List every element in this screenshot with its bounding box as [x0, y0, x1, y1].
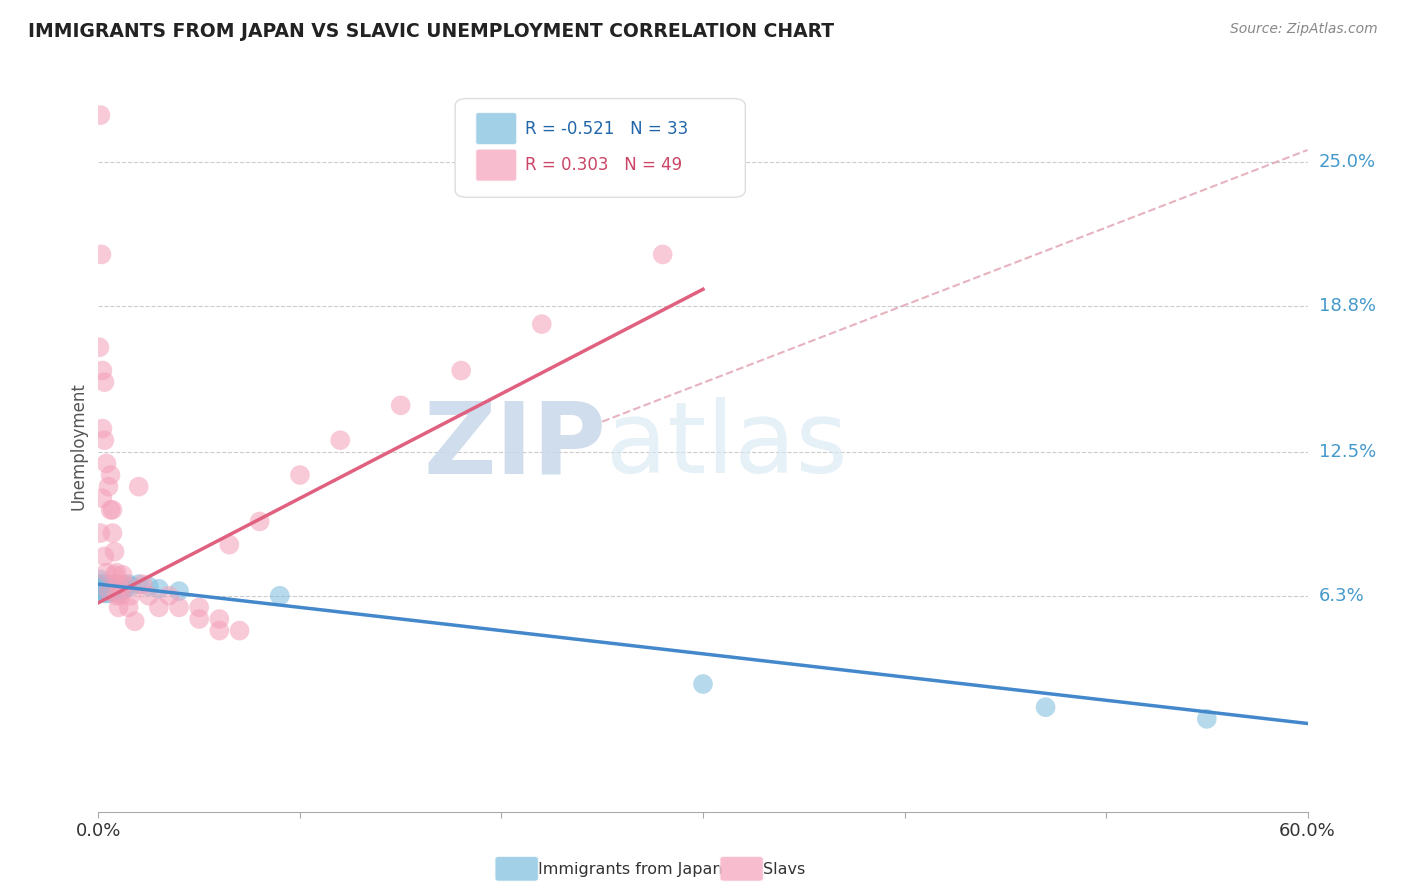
Point [124, 615, 146, 629]
Point [107, 577, 129, 591]
Text: 25.0%: 25.0% [1319, 153, 1376, 170]
Point [651, 247, 673, 261]
Y-axis label: Unemployment: Unemployment [69, 382, 87, 510]
Point [97, 480, 120, 494]
Point [105, 584, 128, 599]
Point [105, 566, 128, 580]
Point [110, 584, 132, 599]
Text: Source: ZipAtlas.com: Source: ZipAtlas.com [1230, 22, 1378, 37]
Point [111, 567, 134, 582]
Point [118, 600, 141, 615]
Point [91, 584, 114, 599]
Point [97, 579, 120, 593]
Point [218, 538, 240, 552]
Point [93, 579, 115, 593]
Point [100, 503, 122, 517]
Point [128, 480, 150, 494]
Point [89, 584, 111, 599]
Point [249, 515, 271, 529]
Point [101, 503, 124, 517]
Point [157, 589, 180, 603]
Point [97, 584, 120, 599]
Point [148, 600, 170, 615]
Point [107, 586, 129, 600]
Point [105, 589, 128, 603]
Point [89, 526, 111, 541]
Point [96, 566, 118, 580]
Point [96, 584, 118, 599]
Point [1195, 712, 1218, 726]
Point [208, 612, 231, 626]
Text: R = -0.521   N = 33: R = -0.521 N = 33 [526, 120, 689, 137]
Text: 6.3%: 6.3% [1319, 587, 1364, 605]
Point [103, 582, 125, 596]
Text: 18.8%: 18.8% [1319, 296, 1375, 315]
Point [120, 589, 142, 603]
Point [269, 589, 291, 603]
Point [96, 457, 118, 471]
Point [96, 577, 118, 591]
FancyBboxPatch shape [456, 99, 745, 197]
Point [111, 579, 134, 593]
Point [167, 600, 190, 615]
Point [118, 577, 141, 591]
Point [93, 375, 115, 389]
Point [208, 624, 231, 638]
Point [90, 582, 112, 596]
Point [89, 340, 111, 354]
Point [148, 582, 170, 596]
Text: 12.5%: 12.5% [1319, 442, 1376, 461]
Point [101, 526, 124, 541]
Point [188, 600, 211, 615]
Point [97, 586, 120, 600]
Point [132, 577, 155, 591]
Point [107, 600, 129, 615]
Point [450, 363, 472, 377]
Point [1035, 700, 1057, 714]
FancyBboxPatch shape [475, 149, 517, 181]
Point [90, 247, 112, 261]
Point [101, 584, 124, 599]
Point [107, 577, 129, 591]
Point [228, 624, 250, 638]
Point [138, 579, 160, 593]
Point [100, 468, 122, 483]
Text: atlas: atlas [606, 398, 848, 494]
Text: IMMIGRANTS FROM JAPAN VS SLAVIC UNEMPLOYMENT CORRELATION CHART: IMMIGRANTS FROM JAPAN VS SLAVIC UNEMPLOY… [28, 22, 834, 41]
Point [288, 468, 311, 483]
Point [91, 363, 114, 377]
Point [93, 586, 115, 600]
Point [389, 398, 412, 412]
Point [103, 544, 125, 558]
Point [100, 577, 122, 591]
Point [128, 577, 150, 591]
Point [530, 317, 553, 331]
Text: Immigrants from Japan: Immigrants from Japan [538, 863, 723, 877]
Point [91, 491, 114, 506]
Point [110, 589, 132, 603]
Point [91, 421, 114, 435]
Point [89, 577, 111, 591]
Text: R = 0.303   N = 49: R = 0.303 N = 49 [526, 156, 682, 174]
Point [167, 584, 190, 599]
Point [188, 612, 211, 626]
Text: ZIP: ZIP [423, 398, 606, 494]
Point [114, 577, 136, 591]
Point [692, 677, 714, 691]
Point [329, 433, 352, 447]
FancyBboxPatch shape [475, 112, 517, 145]
Point [100, 584, 122, 599]
Point [120, 579, 142, 593]
Point [93, 549, 115, 564]
Point [114, 582, 136, 596]
Point [103, 567, 125, 582]
Text: Slavs: Slavs [763, 863, 806, 877]
Point [93, 433, 115, 447]
Point [91, 577, 114, 591]
Point [101, 579, 124, 593]
Point [138, 589, 160, 603]
Point [89, 573, 111, 587]
Point [89, 108, 111, 122]
